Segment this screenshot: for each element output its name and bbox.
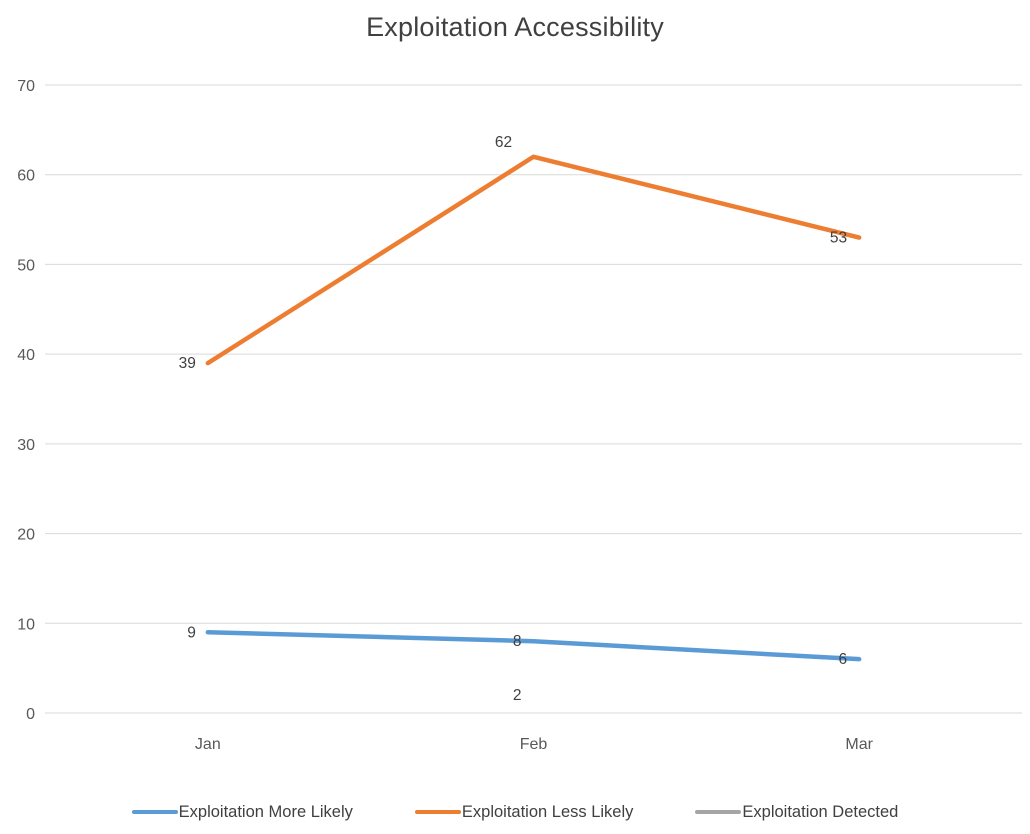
data-label-series0-feb: 8 (513, 633, 522, 650)
x-axis-category-label-feb: Feb (520, 736, 548, 753)
data-label-series0-mar: 6 (839, 651, 848, 668)
legend-label-exploitation-more-likely: Exploitation More Likely (178, 802, 353, 821)
data-label-series1-feb: 62 (495, 134, 512, 151)
y-axis-tick-label-20: 20 (17, 527, 35, 544)
legend-label-exploitation-less-likely: Exploitation Less Likely (461, 802, 634, 821)
data-label-series1-jan: 39 (179, 355, 196, 372)
y-axis-tick-label-30: 30 (17, 437, 35, 454)
x-axis-category-label-jan: Jan (195, 736, 221, 753)
y-axis-tick-label-70: 70 (17, 78, 35, 95)
series-line-0 (205, 630, 862, 662)
legend-line-swatch-gray-icon (695, 809, 742, 815)
legend-item-exploitation-detected: Exploitation Detected (695, 803, 898, 822)
series-line-1 (205, 154, 862, 366)
x-axis-category-label-mar: Mar (845, 736, 873, 753)
y-axis-tick-label-0: 0 (26, 706, 35, 723)
data-label-series1-mar: 53 (830, 230, 847, 247)
y-axis-tick-label-60: 60 (17, 168, 35, 185)
legend-line-swatch-blue-icon (131, 809, 178, 815)
y-axis-tick-label-10: 10 (17, 616, 35, 633)
chart-title: Exploitation Accessibility (366, 12, 664, 42)
legend-item-exploitation-more-likely: Exploitation More Likely (131, 802, 353, 822)
legend-line-swatch-orange-icon (414, 809, 461, 815)
legend-item-exploitation-less-likely: Exploitation Less Likely (414, 802, 634, 822)
data-label-series0-jan: 9 (187, 624, 196, 641)
legend-label-exploitation-detected: Exploitation Detected (742, 802, 899, 821)
y-axis-tick-label-40: 40 (17, 347, 35, 364)
chart-legend: Exploitation More Likely Exploitation Le… (0, 797, 1030, 827)
y-axis-tick-label-50: 50 (17, 257, 35, 274)
data-label-series2-feb: 2 (513, 687, 522, 704)
